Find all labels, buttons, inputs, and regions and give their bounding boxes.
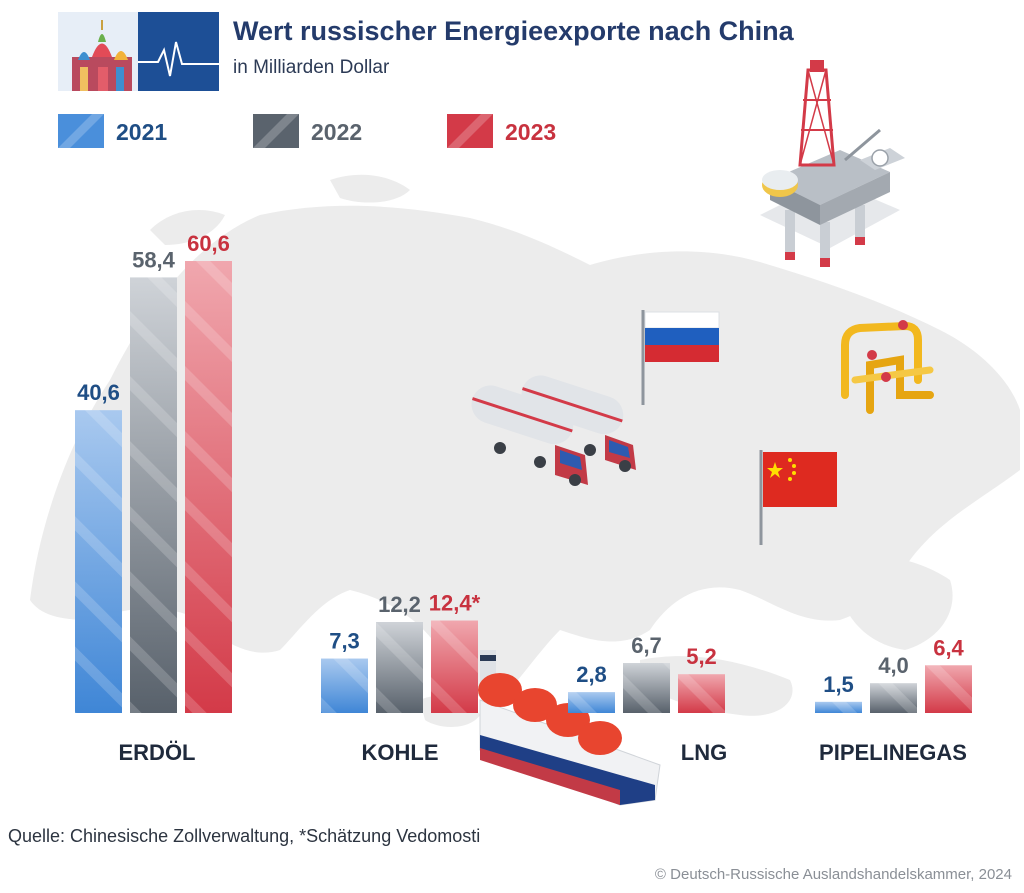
bar-stripes-0-2021	[75, 410, 122, 713]
bar-stripes-0-2022	[130, 277, 177, 713]
bar-value-label-2-2021: 2,8	[576, 662, 607, 687]
chamber-logo	[58, 12, 219, 91]
bar-value-label-2-2023: 5,2	[686, 644, 717, 669]
labels-layer: 40,6 58,4 60,6 ERDÖL 7,3 12,2 12,4* KOHLE 2,8 6,7…	[77, 231, 967, 765]
bar-stripes-1-2023	[431, 620, 478, 713]
gas-pipeline-illustration	[841, 320, 934, 414]
tanker-trucks-illustration	[471, 375, 636, 486]
chart-title: Wert russischer Energieexporte nach Chin…	[233, 16, 794, 46]
bar-value-label-3-2022: 4,0	[878, 653, 909, 678]
oil-platform-illustration	[760, 60, 905, 267]
china-flag-icon	[759, 450, 837, 545]
bar-stripes-1-2021	[321, 658, 368, 713]
bar-stripes-3-2022	[870, 683, 917, 713]
russia-flag-icon	[641, 310, 720, 405]
category-label-2: LNG	[681, 740, 727, 765]
bar-value-label-0-2021: 40,6	[77, 380, 120, 405]
bar-value-label-2-2022: 6,7	[631, 633, 662, 658]
legend-swatch-2022	[253, 114, 299, 148]
copyright-note: © Deutsch-Russische Auslandshandelskamme…	[654, 866, 1012, 883]
category-label-1: KOHLE	[362, 740, 439, 765]
bar-value-label-1-2022: 12,2	[378, 592, 421, 617]
source-note: Quelle: Chinesische Zollverwaltung, *Sch…	[8, 826, 481, 846]
bar-stripes-2-2023	[678, 674, 725, 713]
bar-stripes-0-2023	[185, 261, 232, 713]
bar-value-label-0-2022: 58,4	[132, 247, 176, 272]
legend-label-2021: 2021	[116, 119, 168, 145]
legend-label-2022: 2022	[311, 119, 363, 145]
bar-value-label-0-2023: 60,6	[187, 231, 230, 256]
category-label-0: ERDÖL	[119, 740, 196, 765]
bar-stripes-3-2021	[815, 701, 862, 713]
lng-tanker-ship-illustration	[478, 650, 661, 806]
legend-swatch-2021	[58, 114, 104, 148]
legend-label-2023: 2023	[505, 119, 557, 145]
chart-subtitle: in Milliarden Dollar	[233, 57, 390, 78]
world-map-background	[30, 174, 1020, 727]
bar-value-label-1-2023: 12,4*	[429, 591, 481, 616]
bar-stripes-1-2022	[376, 622, 423, 713]
bar-value-label-3-2023: 6,4	[933, 635, 964, 660]
bars-layer	[75, 261, 972, 713]
legend-swatch-2023	[447, 114, 493, 148]
bar-value-label-1-2021: 7,3	[329, 629, 360, 654]
bar-value-label-3-2021: 1,5	[823, 672, 854, 697]
bar-stripes-2-2021	[568, 692, 615, 713]
bar-stripes-2-2022	[623, 663, 670, 713]
category-label-3: PIPELINEGAS	[819, 740, 967, 765]
bar-stripes-3-2023	[925, 665, 972, 713]
